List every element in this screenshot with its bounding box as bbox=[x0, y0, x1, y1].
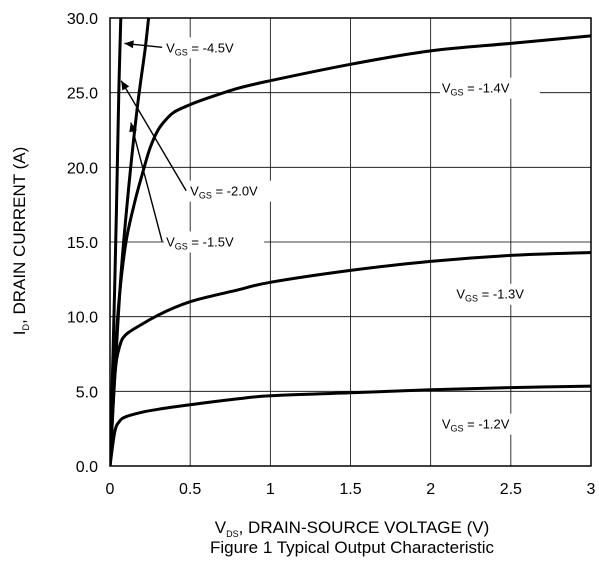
annotation-background bbox=[164, 37, 265, 59]
y-axis-title-sub: D bbox=[21, 324, 31, 331]
series-line-5 bbox=[110, 384, 591, 466]
series-label: VGS = -1.2V bbox=[442, 417, 510, 434]
annotation-arrow bbox=[120, 80, 187, 192]
y-tick-label: 20.0 bbox=[67, 160, 98, 177]
x-tick-label: 0 bbox=[106, 481, 115, 498]
annotation-background bbox=[439, 413, 540, 435]
annotation-background bbox=[439, 77, 540, 99]
annotation-background bbox=[454, 283, 555, 305]
x-axis-title-sub: DS bbox=[226, 529, 239, 539]
series-annotations: VGS = -4.5V VGS = -2.0V VGS = -1.5V VGS = -… bbox=[120, 37, 555, 435]
annotation-arrowhead bbox=[121, 80, 130, 91]
y-tick-label: 25.0 bbox=[67, 86, 98, 103]
series-label: VGS = -1.3V bbox=[456, 287, 524, 304]
y-tick-labels: 0.0 5.0 10.0 15.0 20.0 25.0 30.0 bbox=[67, 11, 98, 476]
x-tick-label: 1 bbox=[266, 481, 275, 498]
y-tick-label: 15.0 bbox=[67, 235, 98, 252]
y-tick-label: 5.0 bbox=[76, 384, 98, 401]
x-axis-title: VDS, DRAIN-SOURCE VOLTAGE (V) bbox=[215, 518, 489, 539]
annotation-arrowhead bbox=[124, 40, 134, 49]
y-axis-title-main: I bbox=[10, 331, 29, 336]
annotation-background bbox=[164, 231, 265, 253]
series-label: VGS = -4.5V bbox=[166, 40, 234, 57]
series-line-3 bbox=[110, 34, 591, 466]
x-tick-label: 3 bbox=[587, 481, 596, 498]
series-label: VGS = -1.4V bbox=[442, 81, 510, 98]
y-tick-label: 0.0 bbox=[76, 459, 98, 476]
x-tick-label: 2.5 bbox=[500, 481, 522, 498]
annotation-arrowhead bbox=[129, 122, 138, 133]
x-axis-title-rest: , DRAIN-SOURCE VOLTAGE (V) bbox=[239, 518, 490, 537]
series-label: VGS = -2.0V bbox=[190, 184, 258, 201]
series-line-4 bbox=[110, 251, 591, 466]
series-curves bbox=[110, 18, 591, 466]
x-tick-label: 2 bbox=[426, 481, 435, 498]
y-tick-label: 30.0 bbox=[67, 11, 98, 28]
annotation-background bbox=[188, 180, 289, 202]
y-axis-title-rest: , DRAIN CURRENT (A) bbox=[10, 147, 29, 324]
series-label: VGS = -1.5V bbox=[166, 234, 234, 251]
y-axis-title: ID, DRAIN CURRENT (A) bbox=[10, 147, 31, 335]
plot-frame bbox=[109, 17, 592, 467]
x-axis-title-main: V bbox=[215, 518, 227, 537]
x-tick-labels: 0 0.5 1 1.5 2 2.5 3 bbox=[106, 481, 596, 498]
x-tick-label: 1.5 bbox=[339, 481, 361, 498]
figure-caption: Figure 1 Typical Output Characteristic bbox=[210, 538, 495, 557]
annotation-arrow bbox=[130, 122, 163, 242]
x-tick-label: 0.5 bbox=[179, 481, 201, 498]
y-tick-label: 10.0 bbox=[67, 310, 98, 327]
